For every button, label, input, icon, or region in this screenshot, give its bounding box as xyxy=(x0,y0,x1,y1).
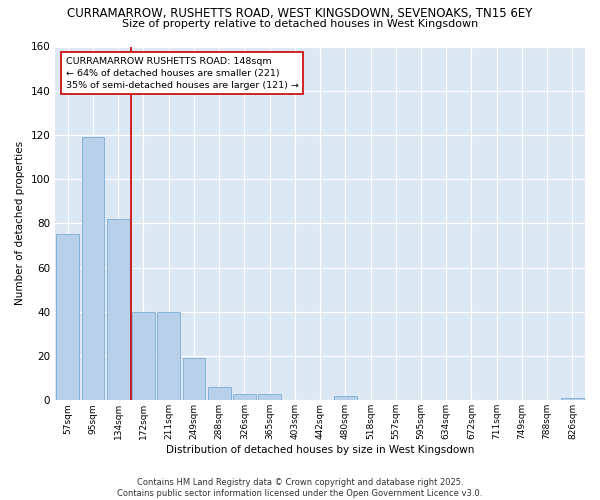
Bar xyxy=(82,137,104,400)
Bar xyxy=(56,234,79,400)
Text: Contains HM Land Registry data © Crown copyright and database right 2025.
Contai: Contains HM Land Registry data © Crown c… xyxy=(118,478,482,498)
Text: Size of property relative to detached houses in West Kingsdown: Size of property relative to detached ho… xyxy=(122,19,478,29)
X-axis label: Distribution of detached houses by size in West Kingsdown: Distribution of detached houses by size … xyxy=(166,445,474,455)
Bar xyxy=(208,387,230,400)
Text: CURRAMARROW RUSHETTS ROAD: 148sqm
← 64% of detached houses are smaller (221)
35%: CURRAMARROW RUSHETTS ROAD: 148sqm ← 64% … xyxy=(66,57,299,90)
Bar xyxy=(157,312,180,400)
Bar xyxy=(258,394,281,400)
Text: CURRAMARROW, RUSHETTS ROAD, WEST KINGSDOWN, SEVENOAKS, TN15 6EY: CURRAMARROW, RUSHETTS ROAD, WEST KINGSDO… xyxy=(67,8,533,20)
Bar xyxy=(132,312,155,400)
Bar xyxy=(182,358,205,401)
Bar xyxy=(233,394,256,400)
Bar xyxy=(334,396,356,400)
Y-axis label: Number of detached properties: Number of detached properties xyxy=(15,142,25,306)
Bar xyxy=(561,398,584,400)
Bar xyxy=(107,219,130,400)
